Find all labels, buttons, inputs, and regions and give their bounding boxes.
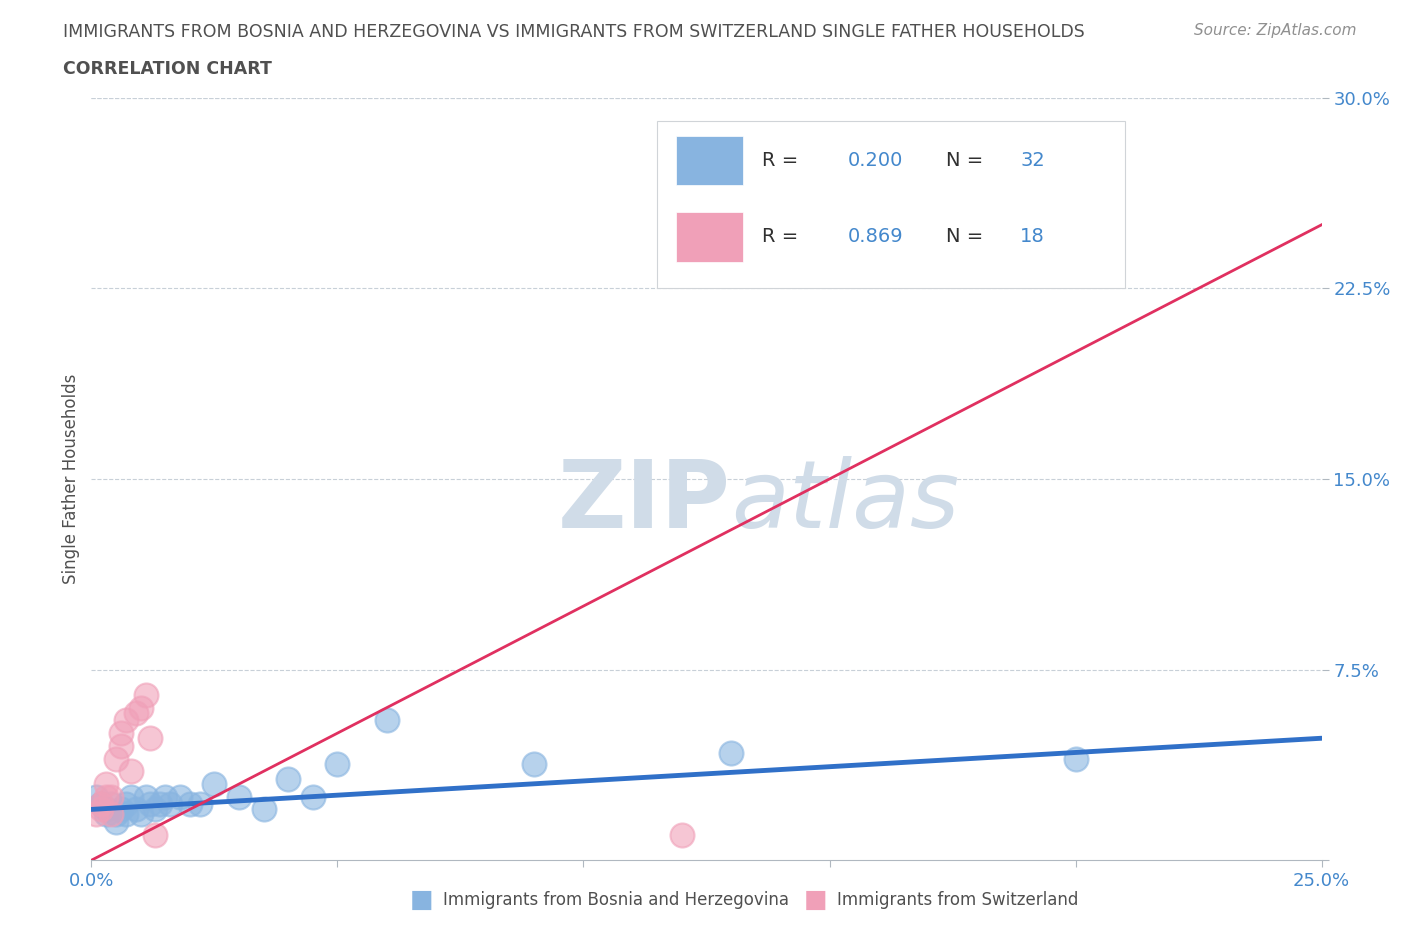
Point (671, 828, 693, 843)
Point (120, 764, 142, 778)
Point (228, 790, 250, 804)
Text: N =: N = (946, 151, 990, 169)
Point (100, 807, 122, 822)
Point (139, 797, 162, 812)
Point (86, 790, 108, 804)
Point (139, 731, 162, 746)
Text: atlas: atlas (731, 457, 959, 548)
Text: 0.869: 0.869 (848, 227, 904, 246)
Point (96, 807, 117, 822)
FancyBboxPatch shape (676, 212, 744, 261)
Point (202, 777, 225, 791)
Point (145, 828, 166, 843)
Point (114, 807, 138, 822)
Point (1064, 751, 1087, 766)
Text: Immigrants from Bosnia and Herzegovina: Immigrants from Bosnia and Herzegovina (443, 891, 789, 910)
Point (301, 790, 323, 804)
Text: CORRELATION CHART: CORRELATION CHART (63, 60, 273, 78)
Point (100, 797, 122, 812)
Text: Immigrants from Switzerland: Immigrants from Switzerland (837, 891, 1078, 910)
Point (100, 790, 122, 804)
Point (124, 705, 146, 720)
Text: ■: ■ (804, 888, 827, 912)
Point (96, 777, 117, 791)
Point (110, 738, 132, 753)
Point (145, 802, 166, 817)
Point (105, 815, 127, 830)
Text: N =: N = (946, 227, 990, 246)
Point (90, 802, 112, 817)
Point (114, 797, 138, 812)
Point (153, 790, 177, 804)
Y-axis label: Single Father Households: Single Father Households (62, 374, 80, 584)
Point (277, 772, 299, 787)
FancyBboxPatch shape (657, 121, 1125, 288)
Text: 18: 18 (1021, 227, 1045, 246)
Text: ZIP: ZIP (558, 456, 731, 548)
Point (124, 802, 146, 817)
Point (129, 807, 152, 822)
Point (96, 802, 117, 817)
Point (326, 756, 349, 771)
Text: IMMIGRANTS FROM BOSNIA AND HERZEGOVINA VS IMMIGRANTS FROM SWITZERLAND SINGLE FAT: IMMIGRANTS FROM BOSNIA AND HERZEGOVINA V… (63, 23, 1085, 41)
Point (135, 687, 156, 702)
Point (105, 751, 127, 766)
Point (523, 756, 546, 771)
Point (149, 797, 172, 812)
Text: 0.200: 0.200 (848, 151, 904, 169)
Point (179, 797, 201, 812)
Text: 32: 32 (1021, 151, 1045, 169)
Point (253, 802, 276, 817)
Point (114, 713, 138, 728)
Point (188, 797, 211, 812)
Point (86, 807, 108, 822)
Point (110, 802, 132, 817)
Text: ■: ■ (411, 888, 433, 912)
Point (110, 725, 132, 740)
Text: R =: R = (762, 227, 804, 246)
Point (135, 790, 156, 804)
Point (120, 790, 142, 804)
Point (90, 797, 112, 812)
Point (375, 713, 398, 728)
Point (90, 797, 112, 812)
FancyBboxPatch shape (676, 136, 744, 185)
Text: R =: R = (762, 151, 804, 169)
Point (159, 797, 181, 812)
Point (129, 700, 152, 715)
Point (96, 790, 117, 804)
Point (720, 746, 742, 761)
Text: Source: ZipAtlas.com: Source: ZipAtlas.com (1194, 23, 1357, 38)
Point (105, 807, 127, 822)
Point (169, 790, 191, 804)
